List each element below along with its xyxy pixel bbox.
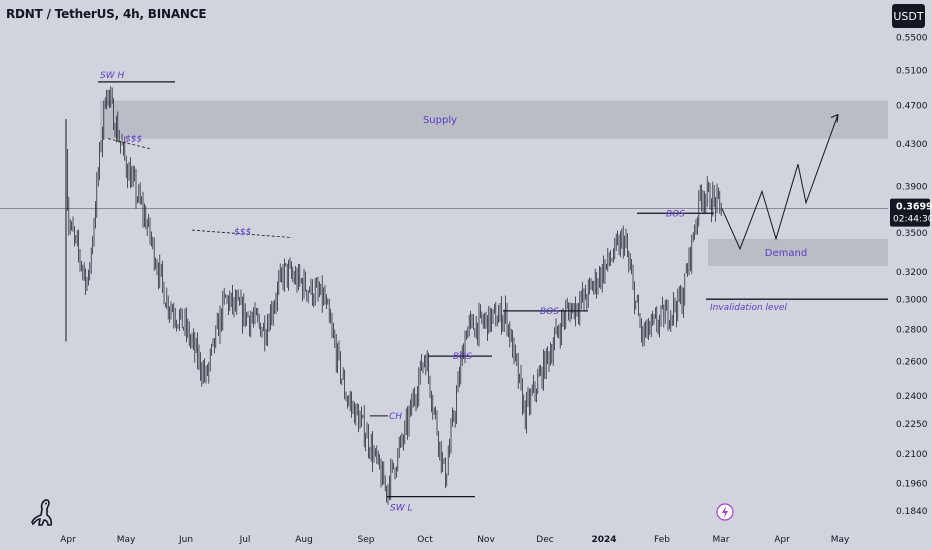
bos-label: BOS bbox=[666, 209, 685, 219]
time-axis bbox=[0, 526, 888, 550]
time-tick: Sep bbox=[358, 535, 375, 545]
current-price-value: 0.3699 bbox=[896, 202, 932, 213]
lightning-bolt-icon[interactable] bbox=[716, 503, 734, 521]
bos-label: BOS bbox=[540, 307, 559, 317]
time-tick: May bbox=[117, 535, 136, 545]
price-tick: 0.1960 bbox=[896, 480, 928, 490]
choch-label: CH bbox=[389, 412, 402, 422]
time-tick: Jul bbox=[239, 535, 251, 545]
time-tick: Feb bbox=[654, 535, 670, 545]
liquidity-label: $$$ bbox=[234, 227, 251, 237]
invalidation-label: Invalidation level bbox=[710, 303, 787, 313]
tradingview-dino-icon[interactable] bbox=[30, 498, 56, 528]
liquidity-label: $$$ bbox=[125, 135, 142, 145]
zone-supply bbox=[100, 100, 888, 139]
price-axis bbox=[888, 0, 932, 550]
price-tick: 0.3200 bbox=[896, 268, 928, 278]
price-tick: 0.2250 bbox=[896, 420, 928, 430]
price-countdown: 02:44:30 bbox=[893, 215, 932, 225]
current-price-tag bbox=[890, 198, 930, 227]
projection-arrowhead bbox=[830, 113, 839, 123]
price-tick: 0.2600 bbox=[896, 358, 928, 368]
liquidity-line bbox=[191, 229, 293, 238]
zone-label: Supply bbox=[423, 115, 457, 126]
price-tick: 0.5100 bbox=[896, 66, 928, 76]
projection-path bbox=[721, 114, 839, 251]
time-tick: Apr bbox=[774, 535, 790, 545]
price-tick: 0.1840 bbox=[896, 507, 928, 517]
time-tick: Aug bbox=[295, 535, 313, 545]
time-tick: Jun bbox=[178, 535, 193, 545]
swing-high-label: SW H bbox=[100, 71, 124, 81]
liquidity-line bbox=[107, 138, 151, 150]
price-tick: 0.3900 bbox=[896, 182, 928, 192]
time-tick: 2024 bbox=[591, 535, 616, 545]
time-tick: Oct bbox=[417, 535, 433, 545]
price-tick: 0.4700 bbox=[896, 102, 928, 112]
price-tick: 0.2100 bbox=[896, 450, 928, 460]
currency-badge[interactable]: USDT bbox=[892, 4, 925, 28]
time-tick: Mar bbox=[713, 535, 730, 545]
price-tick: 0.2400 bbox=[896, 392, 928, 402]
time-tick: Apr bbox=[60, 535, 76, 545]
price-tick: 0.3000 bbox=[896, 296, 928, 306]
swing-low-label: SW L bbox=[390, 504, 413, 514]
time-tick: Nov bbox=[477, 535, 495, 545]
price-tick: 0.5500 bbox=[896, 34, 928, 44]
chart-title: RDNT / TetherUS, 4h, BINANCE bbox=[6, 7, 207, 21]
price-tick: 0.4300 bbox=[896, 140, 928, 150]
time-tick: Dec bbox=[536, 535, 553, 545]
zone-label: Demand bbox=[765, 248, 807, 259]
bos-label: BOS bbox=[453, 352, 472, 362]
time-tick: May bbox=[831, 535, 850, 545]
price-tick: 0.2800 bbox=[896, 326, 928, 336]
price-tick: 0.3500 bbox=[896, 229, 928, 239]
